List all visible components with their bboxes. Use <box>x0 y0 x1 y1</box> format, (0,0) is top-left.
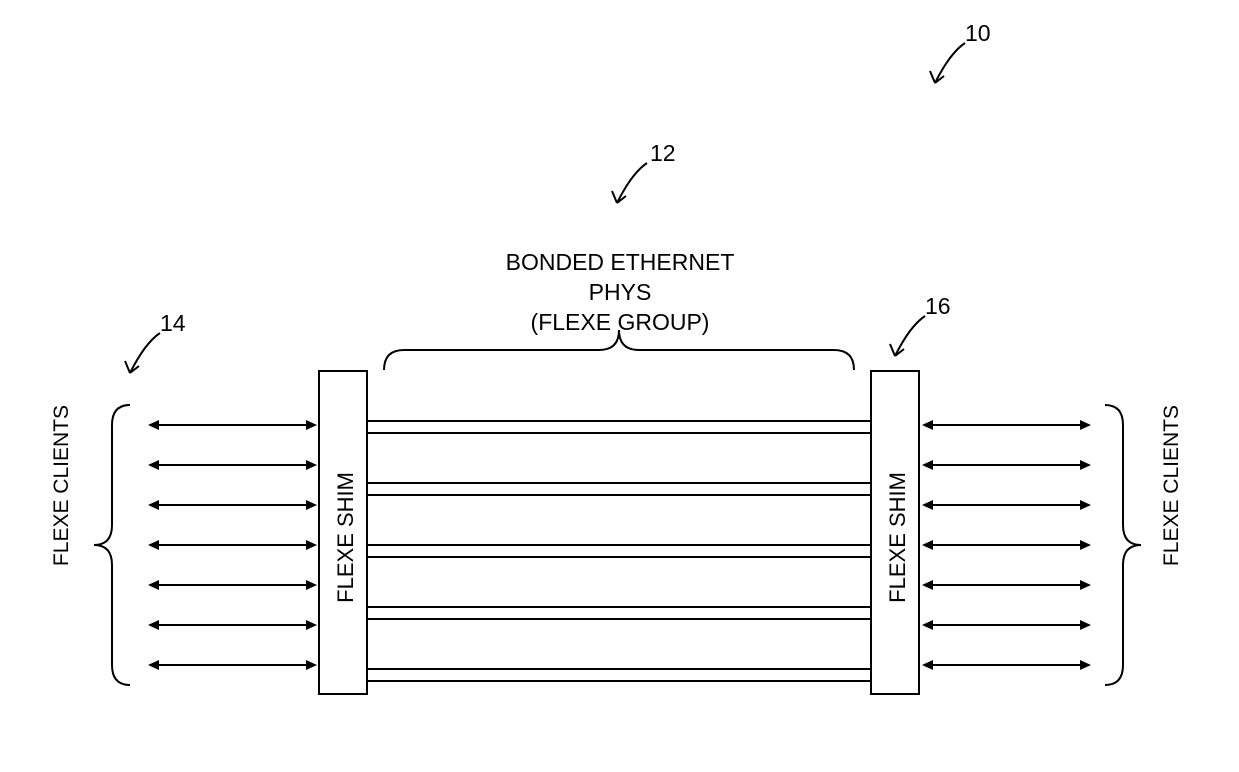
right-shim-label: FLEXE SHIM <box>885 472 911 603</box>
ref-arrow-16 <box>880 311 935 366</box>
left-shim-box: FLEXE SHIM <box>318 370 368 695</box>
right-clients-label: FLEXE CLIENTS <box>1160 405 1184 566</box>
left-clients-label: FLEXE CLIENTS <box>50 405 74 566</box>
left-brace <box>85 400 135 690</box>
ref-arrow-10 <box>920 38 975 93</box>
right-brace <box>1100 400 1150 690</box>
right-shim-box: FLEXE SHIM <box>870 370 920 695</box>
ref-arrow-14 <box>115 328 170 383</box>
top-brace <box>380 320 858 375</box>
ref-arrow-12 <box>602 158 657 213</box>
flexe-diagram: 10 12 14 16 BONDED ETHERNET PHYS (FLEXE … <box>0 0 1239 772</box>
left-shim-label: FLEXE SHIM <box>333 472 359 603</box>
